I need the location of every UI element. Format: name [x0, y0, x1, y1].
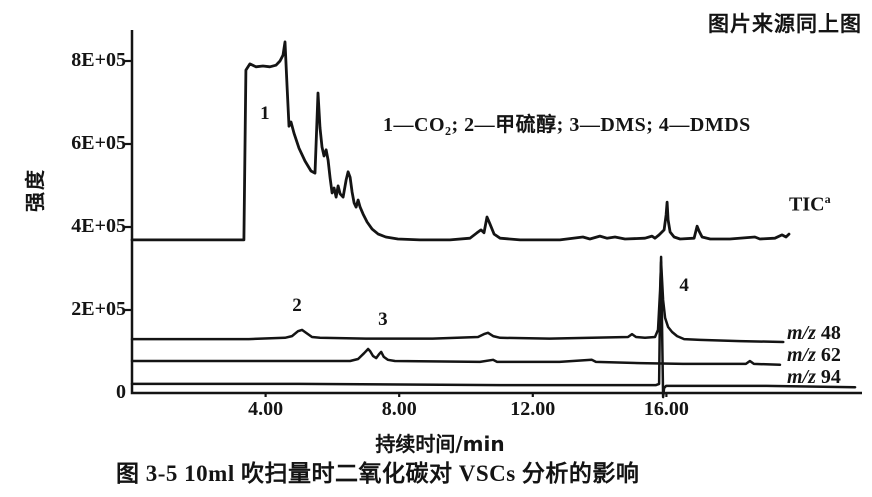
- x-tick-label: 16.00: [643, 398, 689, 420]
- mz-prefix: m/z: [787, 322, 816, 344]
- peak-label-2: 2: [292, 295, 302, 317]
- trace-mz94: [130, 255, 857, 399]
- peak-label-4: 4: [679, 275, 689, 297]
- series-label-mz48: m/z 48: [787, 322, 841, 345]
- y-tick-label: 6E+05: [71, 132, 126, 154]
- mz-value: 94: [820, 366, 841, 388]
- series-label-tic: TICa: [789, 192, 831, 217]
- x-tick-label: 4.00: [248, 398, 284, 420]
- trace-tic: [130, 40, 791, 242]
- mz-value: 62: [820, 344, 841, 366]
- source-note: 图片来源同上图: [708, 12, 862, 36]
- peak-legend: 1—CO₂; 2—甲硫醇; 3—DMS; 4—DMDS: [383, 114, 751, 136]
- y-tick-label: 4E+05: [71, 215, 126, 237]
- peak-label-3: 3: [378, 309, 388, 331]
- trace-mz62: [130, 347, 782, 367]
- series-label-mz62: m/z 62: [787, 344, 841, 367]
- y-tick-label: 8E+05: [71, 49, 126, 71]
- y-tick-label: 2E+05: [71, 298, 126, 320]
- x-axis-title: 持续时间/min: [375, 432, 505, 456]
- y-axis-title: 强度: [22, 168, 47, 212]
- x-tick-label: 12.00: [510, 398, 556, 420]
- series-label-mz94: m/z 94: [787, 366, 841, 389]
- tic-superscript: a: [824, 192, 831, 206]
- peak-label-1: 1: [260, 102, 270, 124]
- y-tick-label: 0: [116, 381, 126, 403]
- axes: [130, 30, 862, 395]
- figure-caption: 图 3-5 10ml 吹扫量时二氧化碳对 VSCs 分析的影响: [116, 461, 640, 486]
- trace-mz48: [130, 260, 785, 344]
- mz-prefix: m/z: [787, 344, 816, 366]
- mz-prefix: m/z: [787, 366, 816, 388]
- tic-text: TIC: [789, 193, 825, 216]
- mz-value: 48: [820, 322, 841, 344]
- x-tick-label: 8.00: [381, 398, 417, 420]
